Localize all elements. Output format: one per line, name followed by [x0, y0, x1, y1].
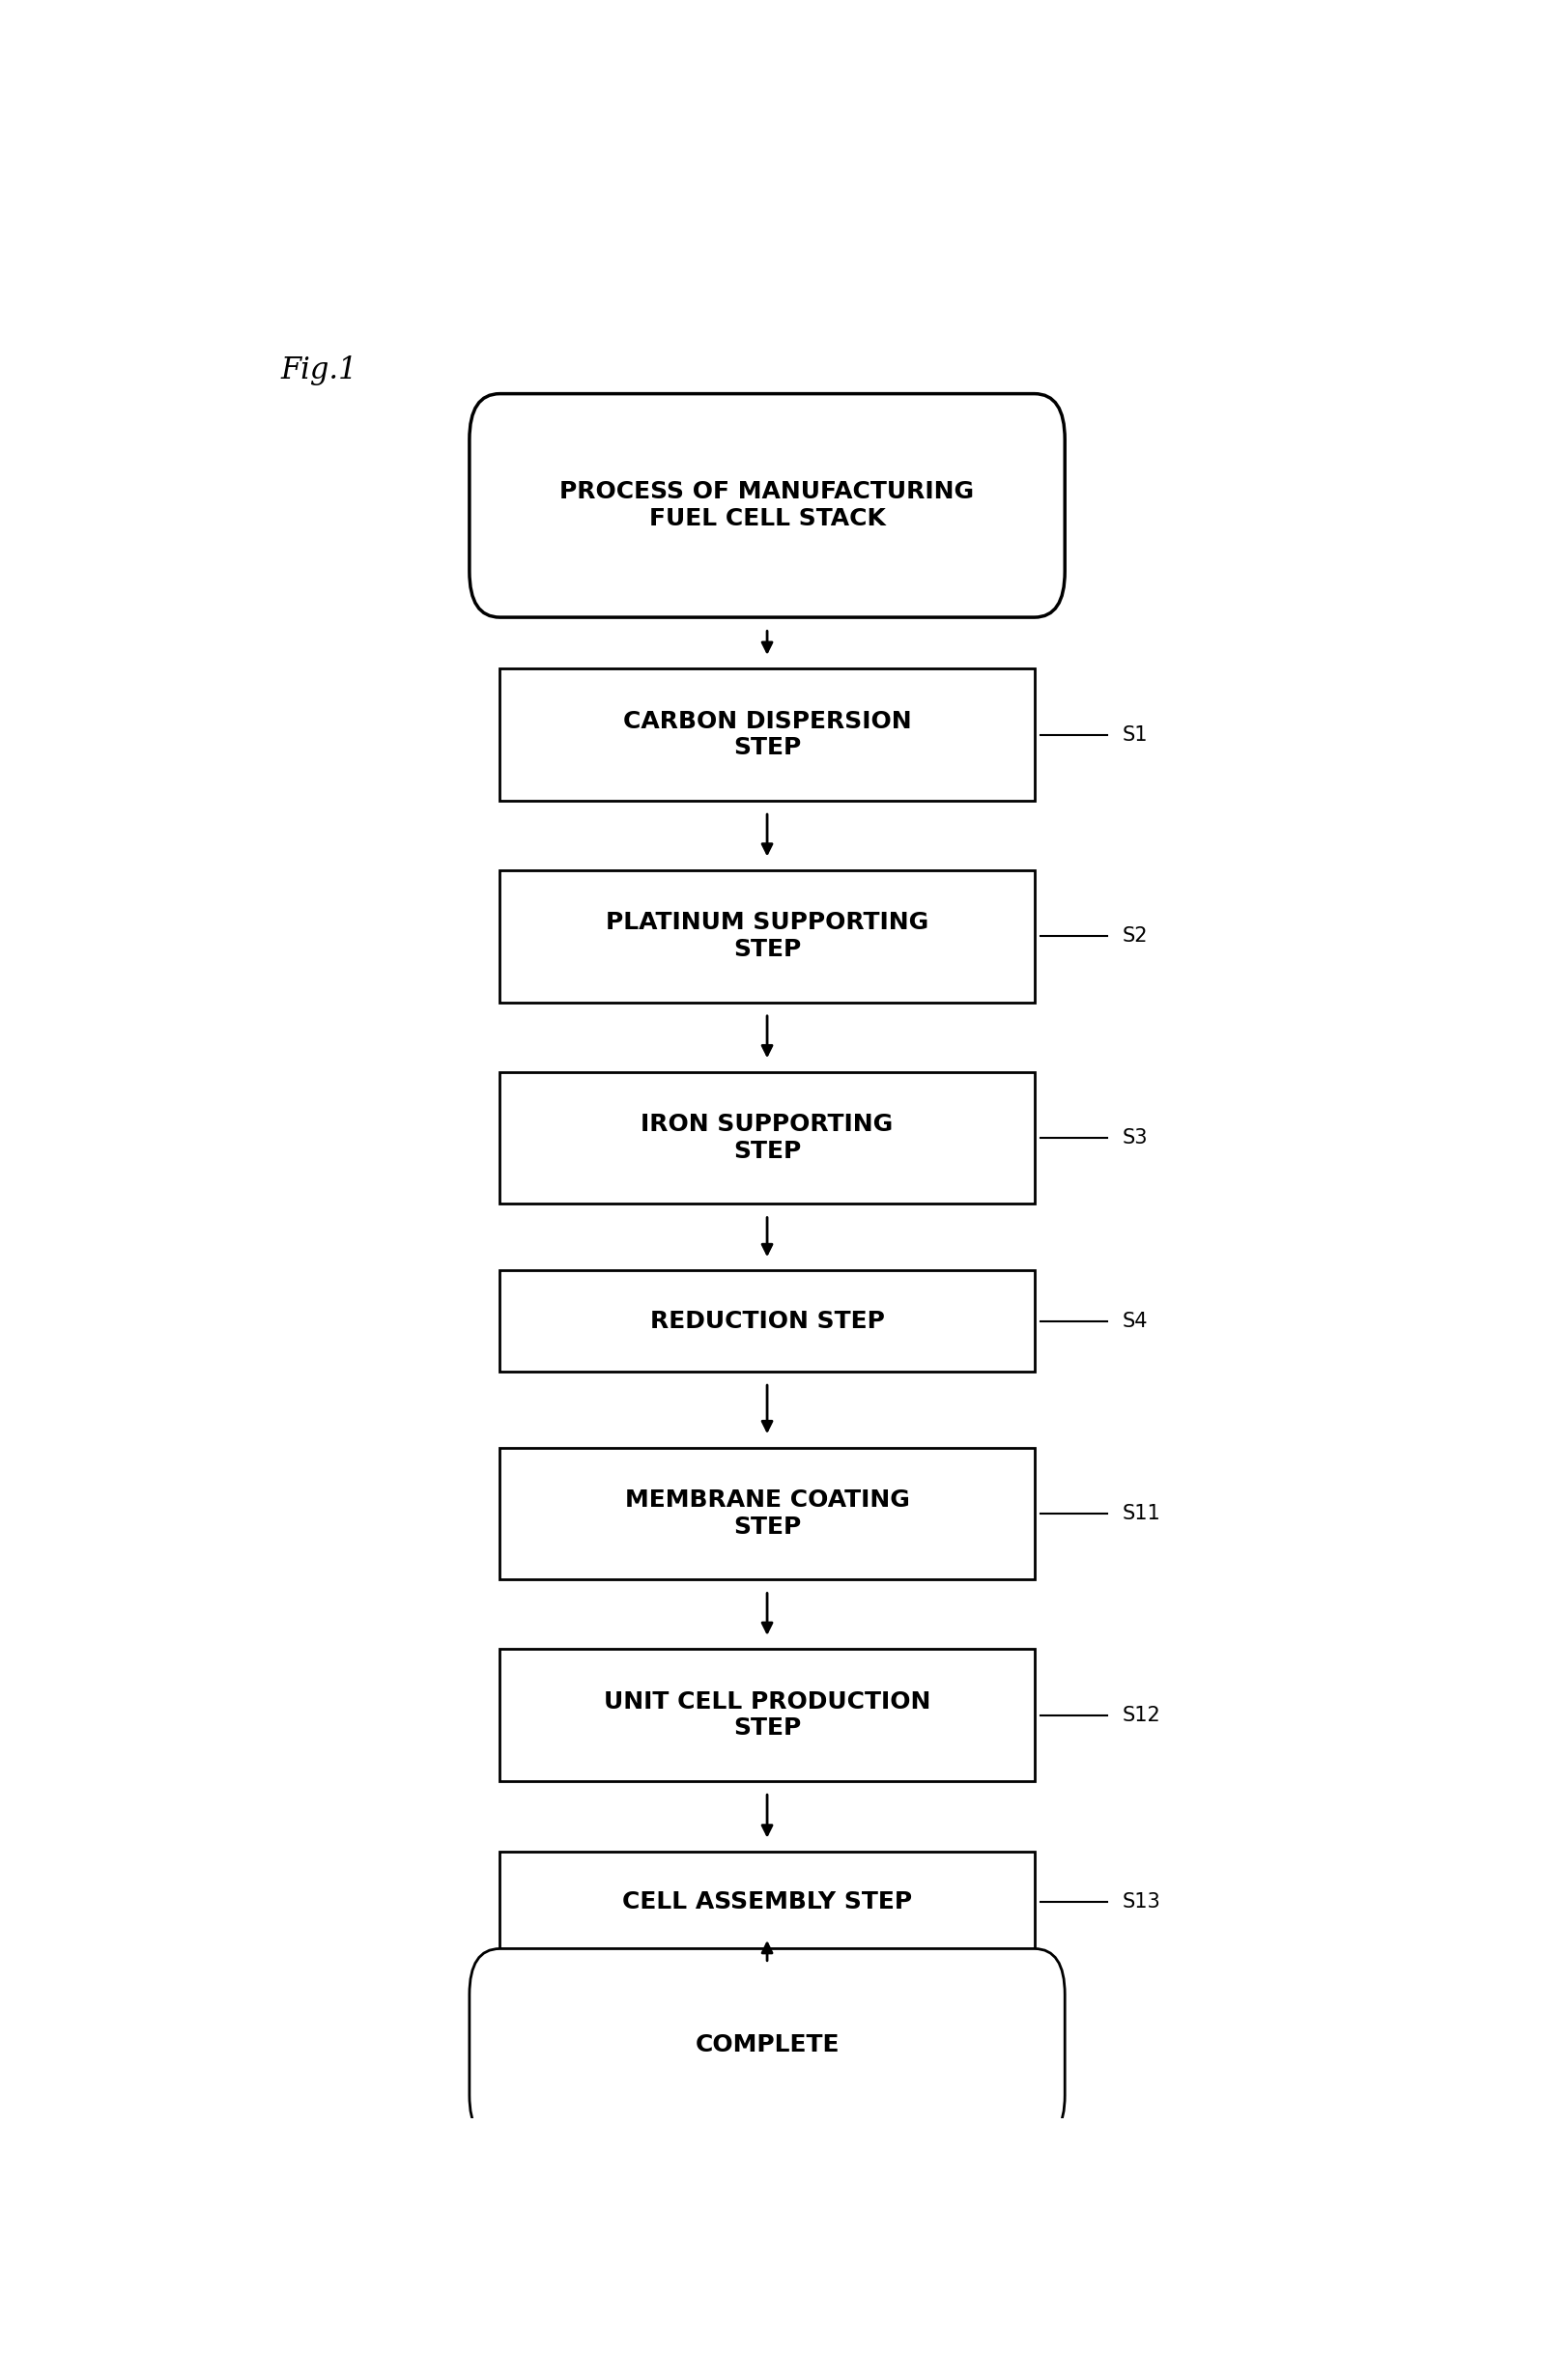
Text: MEMBRANE COATING
STEP: MEMBRANE COATING STEP	[624, 1488, 909, 1537]
Text: S1: S1	[1123, 726, 1148, 745]
Text: CARBON DISPERSION
STEP: CARBON DISPERSION STEP	[622, 709, 911, 759]
Text: Fig.1: Fig.1	[281, 355, 358, 386]
Text: REDUCTION STEP: REDUCTION STEP	[649, 1309, 884, 1333]
FancyBboxPatch shape	[500, 1852, 1035, 1952]
Text: S2: S2	[1123, 926, 1148, 945]
FancyBboxPatch shape	[500, 669, 1035, 800]
FancyBboxPatch shape	[500, 1649, 1035, 1780]
FancyBboxPatch shape	[469, 1949, 1065, 2142]
FancyBboxPatch shape	[469, 393, 1065, 616]
Text: S4: S4	[1123, 1311, 1148, 1330]
FancyBboxPatch shape	[500, 871, 1035, 1002]
Text: S13: S13	[1123, 1892, 1160, 1911]
Text: COMPLETE: COMPLETE	[695, 2033, 839, 2056]
FancyBboxPatch shape	[500, 1271, 1035, 1371]
FancyBboxPatch shape	[500, 1447, 1035, 1580]
Text: PLATINUM SUPPORTING
STEP: PLATINUM SUPPORTING STEP	[605, 912, 928, 962]
Text: IRON SUPPORTING
STEP: IRON SUPPORTING STEP	[641, 1114, 894, 1164]
Text: S3: S3	[1123, 1128, 1148, 1147]
Text: CELL ASSEMBLY STEP: CELL ASSEMBLY STEP	[622, 1890, 913, 1914]
Text: PROCESS OF MANUFACTURING
FUEL CELL STACK: PROCESS OF MANUFACTURING FUEL CELL STACK	[560, 481, 974, 531]
Text: S12: S12	[1123, 1706, 1160, 1726]
Text: S11: S11	[1123, 1504, 1160, 1523]
Text: UNIT CELL PRODUCTION
STEP: UNIT CELL PRODUCTION STEP	[604, 1690, 930, 1740]
FancyBboxPatch shape	[500, 1071, 1035, 1204]
